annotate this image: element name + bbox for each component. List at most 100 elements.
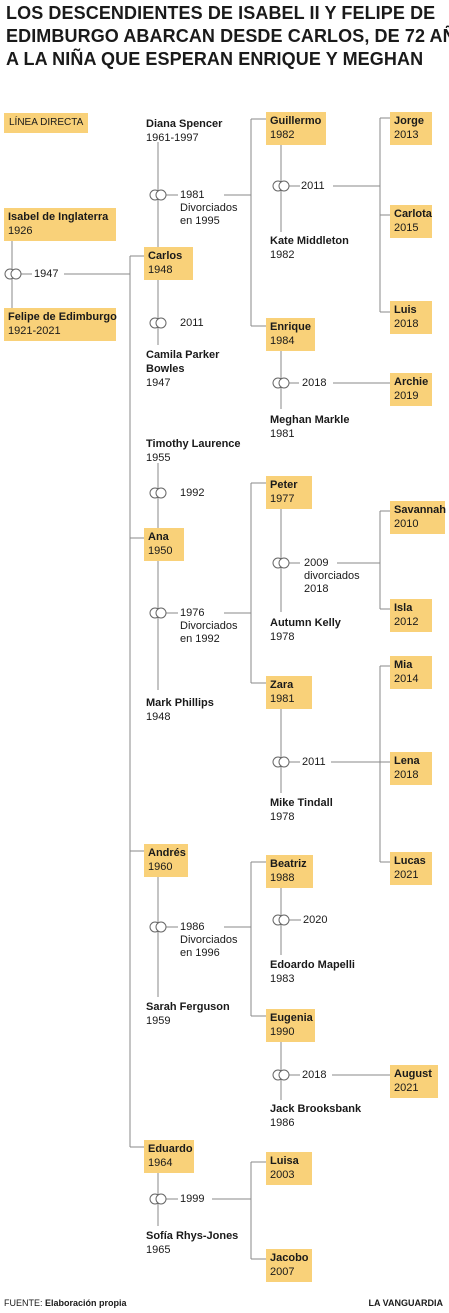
marriage-label: 1947 bbox=[34, 268, 58, 281]
source-value: Elaboración propia bbox=[45, 1298, 127, 1308]
spouse-meghan: Meghan Markle 1981 bbox=[270, 413, 349, 441]
marriage-rings-icon bbox=[149, 317, 167, 329]
marriage-year: 1976 bbox=[180, 607, 205, 619]
marriage-rings-icon bbox=[272, 557, 290, 569]
marriage-label: 2011 bbox=[302, 756, 326, 769]
marriage-label: 2020 bbox=[303, 914, 327, 927]
person-years: 1947 bbox=[146, 377, 171, 389]
person-name: Isla bbox=[394, 602, 413, 614]
title-line: LOS DESCENDIENTES DE ISABEL II Y FELIPE … bbox=[6, 3, 436, 23]
person-box-mia: Mia 2014 bbox=[390, 656, 432, 689]
marriage-note: en 1995 bbox=[180, 215, 220, 227]
person-name: Carlota bbox=[394, 208, 432, 220]
person-name: Lucas bbox=[394, 855, 426, 867]
infographic-title: LOS DESCENDIENTES DE ISABEL II Y FELIPE … bbox=[6, 2, 449, 71]
person-name: Felipe de Edimburgo bbox=[8, 311, 117, 323]
person-years: 2014 bbox=[394, 673, 419, 685]
person-name: August bbox=[394, 1068, 432, 1080]
marriage-year: 2011 bbox=[301, 180, 325, 192]
person-years: 1984 bbox=[270, 335, 295, 347]
legend-direct-line: LÍNEA DIRECTA bbox=[4, 113, 89, 133]
person-name: Enrique bbox=[270, 321, 311, 333]
person-years: 1921-2021 bbox=[8, 325, 61, 337]
person-box-zara: Zara 1981 bbox=[266, 676, 312, 709]
person-name: Peter bbox=[270, 479, 298, 491]
person-box-guillermo: Guillermo 1982 bbox=[266, 112, 326, 145]
person-years: 1965 bbox=[146, 1244, 171, 1256]
marriage-year: 2020 bbox=[303, 914, 328, 926]
spouse-sarah: Sarah Ferguson 1959 bbox=[146, 1000, 230, 1028]
marriage-label: 1986 Divorciados en 1996 bbox=[180, 921, 237, 960]
person-name: Luisa bbox=[270, 1155, 299, 1167]
person-name: Andrés bbox=[148, 847, 186, 859]
guillermo-children-bracket bbox=[379, 117, 390, 313]
person-name: Archie bbox=[394, 376, 429, 388]
person-years: 1955 bbox=[146, 452, 171, 464]
person-years: 1950 bbox=[148, 545, 173, 557]
marriage-note: en 1992 bbox=[180, 633, 220, 645]
marriage-rings-icon bbox=[149, 487, 167, 499]
person-years: 1964 bbox=[148, 1157, 173, 1169]
spouse-diana: Diana Spencer 1961-1997 bbox=[146, 117, 222, 145]
marriage-label: 1976 Divorciados en 1992 bbox=[180, 607, 237, 646]
person-name: Diana Spencer bbox=[146, 118, 223, 130]
person-name: Jorge bbox=[394, 115, 424, 127]
person-name: Sofía Rhys-Jones bbox=[146, 1230, 239, 1242]
spouse-camila: Camila Parker Bowles 1947 bbox=[146, 348, 219, 390]
person-name: Bowles bbox=[146, 363, 185, 375]
person-name: Savannah bbox=[394, 504, 446, 516]
person-years: 2018 bbox=[394, 769, 419, 781]
person-box-peter: Peter 1977 bbox=[266, 476, 312, 509]
marriage-note: en 1996 bbox=[180, 947, 220, 959]
person-years: 2021 bbox=[394, 1082, 419, 1094]
marriage-rings-icon bbox=[272, 1069, 290, 1081]
person-box-lucas: Lucas 2021 bbox=[390, 852, 432, 885]
spouse-autumn: Autumn Kelly 1978 bbox=[270, 616, 341, 644]
marriage-year: 2011 bbox=[180, 317, 204, 329]
marriage-note: divorciados bbox=[304, 570, 360, 582]
marriage-label: 1999 bbox=[180, 1193, 204, 1206]
person-box-luisa: Luisa 2003 bbox=[266, 1152, 312, 1185]
person-years: 1948 bbox=[148, 264, 173, 276]
person-name: Beatriz bbox=[270, 858, 307, 870]
person-years: 1990 bbox=[270, 1026, 295, 1038]
person-name: Meghan Markle bbox=[270, 414, 350, 426]
andres-children-bracket bbox=[250, 861, 266, 1017]
marriage-label: 2018 bbox=[302, 1069, 326, 1082]
person-name: Edoardo Mapelli bbox=[270, 959, 355, 971]
marriage-year: 1947 bbox=[34, 268, 59, 280]
marriage-year: 1999 bbox=[180, 1193, 205, 1205]
spouse-timothy: Timothy Laurence 1955 bbox=[146, 437, 241, 465]
spouse-mike: Mike Tindall 1978 bbox=[270, 796, 333, 824]
source-label: FUENTE: bbox=[4, 1298, 43, 1308]
person-box-jorge: Jorge 2013 bbox=[390, 112, 432, 145]
person-years: 1978 bbox=[270, 811, 295, 823]
children-stubs bbox=[130, 255, 144, 1148]
person-name: Timothy Laurence bbox=[146, 438, 241, 450]
peter-children-bracket bbox=[379, 510, 390, 610]
person-name: Jacobo bbox=[270, 1252, 309, 1264]
person-box-august: August 2021 bbox=[390, 1065, 438, 1098]
person-name: Eduardo bbox=[148, 1143, 193, 1155]
eduardo-children-bracket bbox=[250, 1161, 266, 1260]
title-line: A LA NIÑA QUE ESPERAN ENRIQUE Y MEGHAN bbox=[6, 49, 424, 69]
person-years: 1981 bbox=[270, 428, 295, 440]
person-box-jacobo: Jacobo 2007 bbox=[266, 1249, 312, 1282]
ana-children-bracket bbox=[250, 482, 266, 684]
connector-lines bbox=[11, 117, 390, 1260]
person-years: 2013 bbox=[394, 129, 419, 141]
marriage-label: 1981 Divorciados en 1995 bbox=[180, 189, 237, 228]
person-box-lena: Lena 2018 bbox=[390, 752, 432, 785]
marriage-rings-icon bbox=[4, 268, 22, 280]
marriage-year: 2009 bbox=[304, 557, 329, 569]
person-box-carlos: Carlos 1948 bbox=[144, 247, 193, 280]
person-name: Zara bbox=[270, 679, 294, 691]
person-box-ana: Ana 1950 bbox=[144, 528, 184, 561]
marriage-rings-icon bbox=[149, 607, 167, 619]
person-box-carlota: Carlota 2015 bbox=[390, 205, 432, 238]
person-box-eduardo: Eduardo 1964 bbox=[144, 1140, 194, 1173]
person-years: 2019 bbox=[394, 390, 419, 402]
person-box-beatriz: Beatriz 1988 bbox=[266, 855, 313, 888]
marriage-rings bbox=[4, 180, 290, 1205]
